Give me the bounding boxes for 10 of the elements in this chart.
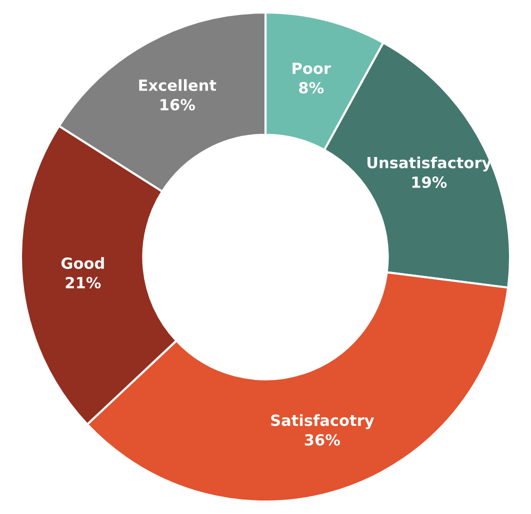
data-label: 8% <box>299 82 324 94</box>
slice-label: Poor <box>292 62 331 74</box>
data-label: 16% <box>160 98 195 110</box>
slice-label: Excellent <box>139 79 216 92</box>
slice-label: Satisfacotry <box>271 414 374 430</box>
data-label: 21% <box>66 276 101 288</box>
data-label: 19% <box>412 176 447 188</box>
data-label: 36% <box>304 434 340 446</box>
slice-label: Good <box>61 257 104 269</box>
slice-label: Unsatisfactory <box>367 156 492 172</box>
